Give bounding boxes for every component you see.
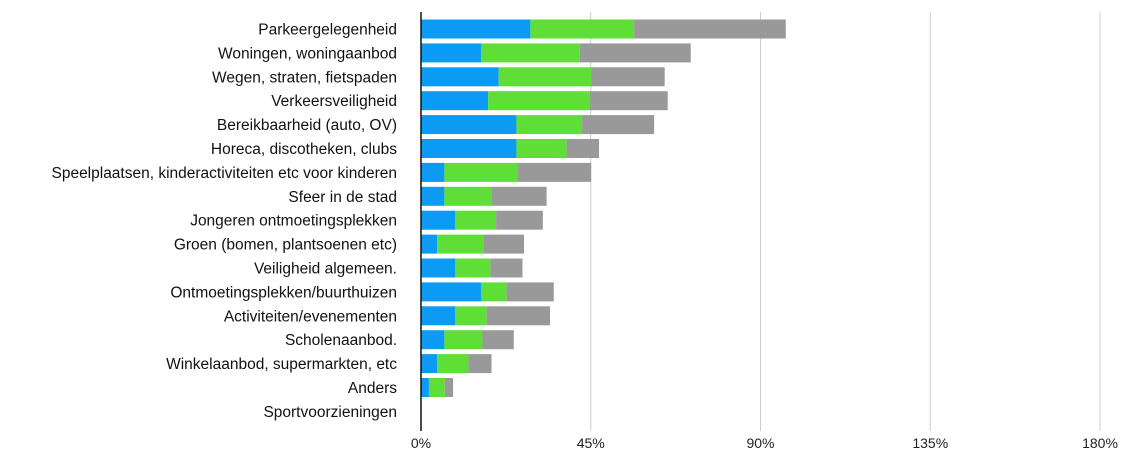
category-label: Speelplaatsen, kinderactiviteiten etc vo… (51, 165, 397, 182)
bar-segment (468, 354, 492, 374)
bar-segment (421, 139, 517, 158)
bar-segment (591, 67, 665, 87)
bar-segment (421, 115, 517, 135)
bar-segment (437, 354, 469, 374)
bar-segment (480, 43, 580, 63)
bar-segment (480, 282, 507, 302)
bar-segment (421, 306, 456, 326)
category-label: Verkeersveiligheid (271, 93, 397, 110)
bars (421, 19, 786, 397)
bar-segment (491, 186, 547, 206)
category-label: Ontmoetingsplekken/buurthuizen (170, 284, 397, 301)
bar-segment (516, 139, 567, 158)
bar-segment (437, 234, 484, 254)
bar-segment (488, 91, 590, 111)
category-label: Woningen, woningaanbod (218, 45, 397, 62)
bar-segment (421, 186, 445, 206)
category-label: Scholenaanbod. (285, 332, 397, 349)
bar-segment (483, 234, 524, 254)
bar-segment (530, 19, 635, 39)
category-label: Winkelaanbod, supermarkten, etc (166, 356, 397, 373)
bar-segment (421, 43, 481, 63)
bar-segment (486, 306, 551, 326)
bar-segment (421, 354, 438, 374)
category-label: Veiligheid algemeen. (254, 261, 397, 278)
x-axis-ticks: 0% 45% 90% 135% 180% (411, 435, 1118, 451)
bar-segment (444, 186, 492, 206)
bar-segment (589, 91, 668, 111)
x-tick-label: 45% (577, 435, 605, 451)
category-label: Parkeergelegenheid (258, 22, 397, 39)
category-label: Anders (348, 380, 397, 397)
category-label: Sfeer in de stad (288, 189, 397, 206)
x-tick-label: 135% (912, 435, 948, 451)
bar-segment (421, 282, 481, 302)
bar-segment (444, 378, 454, 397)
bar-segment (517, 162, 592, 182)
x-tick-label: 0% (411, 435, 431, 451)
bar-segment (579, 43, 691, 63)
bar-segment (455, 258, 491, 278)
gridlines (590, 12, 1101, 431)
category-label: Wegen, straten, fietspaden (212, 69, 397, 86)
category-label: Groen (bomen, plantsoenen etc) (174, 237, 397, 254)
bar-segment (496, 210, 543, 230)
category-label: Bereikbaarheid (auto, OV) (217, 117, 397, 134)
category-label: Horeca, discotheken, clubs (211, 141, 397, 158)
bar-segment (421, 210, 456, 230)
bar-segment (634, 19, 786, 39)
bar-segment (506, 282, 554, 302)
bar-segment (490, 258, 523, 278)
bar-segment (516, 115, 583, 135)
category-labels: Parkeergelegenheid Woningen, woningaanbod… (51, 22, 397, 421)
bar-segment (421, 258, 456, 278)
x-tick-label: 180% (1082, 435, 1118, 451)
bar-segment (455, 306, 487, 326)
bar-segment (455, 210, 497, 230)
bar-segment (428, 378, 445, 397)
bar-segment (582, 115, 655, 135)
category-label: Sportvoorzieningen (263, 404, 397, 421)
bar-segment (421, 330, 445, 350)
category-label: Activiteiten/evenementen (224, 308, 397, 325)
bar-segment (421, 162, 445, 182)
bar-segment (421, 234, 438, 254)
bar-segment (444, 330, 483, 350)
bar-segment (421, 378, 429, 397)
category-label: Jongeren ontmoetingsplekken (190, 213, 397, 230)
x-tick-label: 90% (746, 435, 774, 451)
bar-segment (421, 91, 489, 111)
bar-segment (482, 330, 514, 350)
bar-segment (421, 19, 531, 39)
bar-segment (566, 139, 600, 158)
bar-segment (421, 67, 499, 87)
bar-segment (498, 67, 592, 87)
bar-segment (444, 162, 518, 182)
